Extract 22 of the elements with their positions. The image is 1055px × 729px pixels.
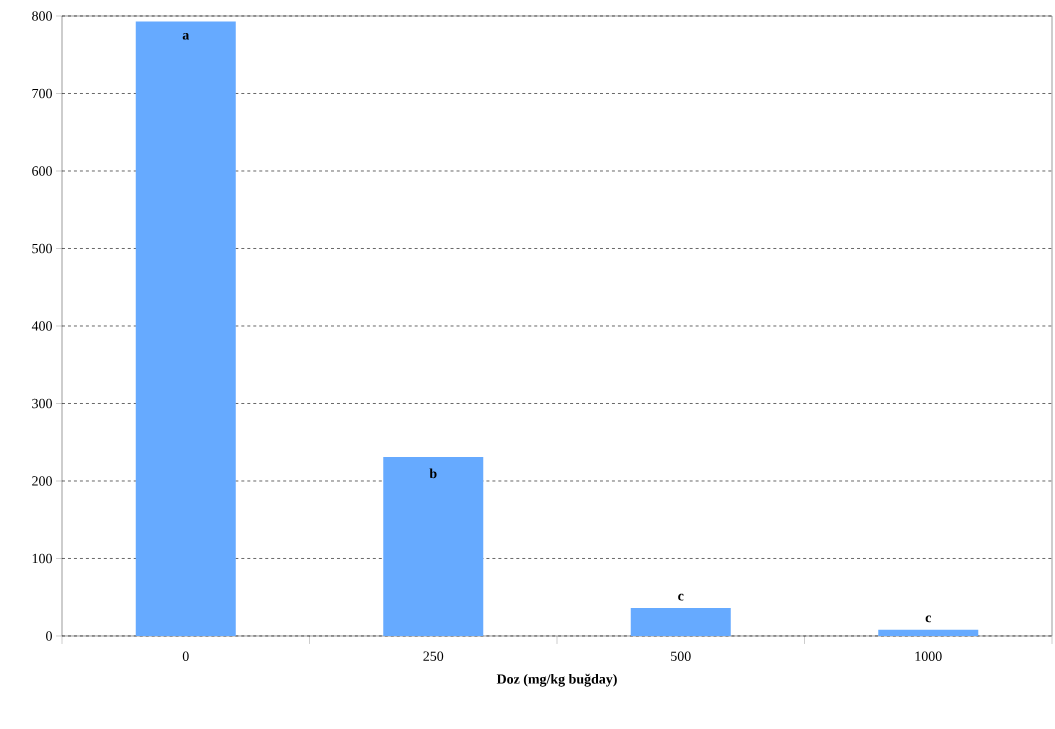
x-axis-title: Doz (mg/kg buğday) <box>496 673 617 687</box>
y-tick-label: 300 <box>32 398 52 409</box>
annotation: b <box>429 468 437 479</box>
bar <box>878 629 979 636</box>
y-tick-label: 0 <box>46 631 52 641</box>
x-tick-label: 1000 <box>915 651 942 661</box>
y-tick-label: 800 <box>32 11 52 21</box>
x-tick-label: 250 <box>423 651 444 661</box>
x-tick-label: 0 <box>182 651 189 661</box>
y-tick-label: 100 <box>32 553 52 564</box>
annotation: c <box>678 593 684 601</box>
annotation: c <box>925 615 932 623</box>
bar <box>630 608 731 636</box>
y-tick-label: 600 <box>32 166 52 176</box>
y-tick-label: 400 <box>31 321 52 331</box>
y-tick-label: 200 <box>32 476 52 486</box>
y-tick-label: 700 <box>32 88 52 99</box>
annotation: a <box>182 32 190 40</box>
bar <box>135 21 236 636</box>
x-tick-label: 500 <box>671 651 691 661</box>
y-tick-label: 500 <box>32 243 52 254</box>
bar <box>383 456 484 636</box>
